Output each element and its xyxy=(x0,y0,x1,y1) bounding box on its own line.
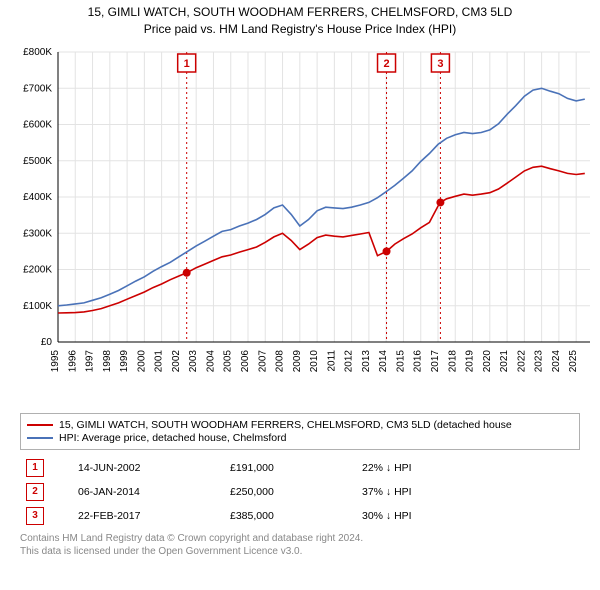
svg-text:1995: 1995 xyxy=(50,349,61,372)
svg-text:2020: 2020 xyxy=(482,349,493,372)
transaction-row: 2 06-JAN-2014£250,00037% ↓ HPI xyxy=(20,480,580,504)
title-block: 15, GIMLI WATCH, SOUTH WOODHAM FERRERS, … xyxy=(0,0,600,38)
transaction-delta: 37% ↓ HPI xyxy=(356,480,580,504)
svg-text:2005: 2005 xyxy=(223,349,234,372)
svg-text:2004: 2004 xyxy=(205,349,216,372)
svg-text:2021: 2021 xyxy=(499,349,510,372)
svg-text:£500K: £500K xyxy=(23,155,52,166)
svg-text:£700K: £700K xyxy=(23,83,52,94)
svg-text:£600K: £600K xyxy=(23,119,52,130)
svg-text:2018: 2018 xyxy=(447,349,458,372)
transaction-date: 06-JAN-2014 xyxy=(72,480,224,504)
svg-text:2003: 2003 xyxy=(188,349,199,372)
transaction-price: £191,000 xyxy=(224,456,356,480)
svg-text:2015: 2015 xyxy=(395,349,406,372)
svg-text:2006: 2006 xyxy=(240,349,251,372)
footer-line2: This data is licensed under the Open Gov… xyxy=(20,545,580,558)
marker-badge: 3 xyxy=(26,507,44,525)
svg-text:1: 1 xyxy=(184,58,190,70)
svg-text:2002: 2002 xyxy=(171,349,182,372)
legend-row: 15, GIMLI WATCH, SOUTH WOODHAM FERRERS, … xyxy=(27,419,573,431)
svg-text:£800K: £800K xyxy=(23,47,52,58)
svg-text:1999: 1999 xyxy=(119,349,130,372)
svg-text:2023: 2023 xyxy=(534,349,545,372)
transaction-delta: 30% ↓ HPI xyxy=(356,504,580,528)
transaction-row: 3 22-FEB-2017£385,00030% ↓ HPI xyxy=(20,504,580,528)
transaction-delta: 22% ↓ HPI xyxy=(356,456,580,480)
legend-row: HPI: Average price, detached house, Chel… xyxy=(27,432,573,444)
svg-text:£0: £0 xyxy=(41,337,53,348)
svg-text:£100K: £100K xyxy=(23,300,52,311)
legend-box: 15, GIMLI WATCH, SOUTH WOODHAM FERRERS, … xyxy=(20,413,580,450)
svg-text:2014: 2014 xyxy=(378,349,389,372)
svg-text:2009: 2009 xyxy=(292,349,303,372)
footer-line1: Contains HM Land Registry data © Crown c… xyxy=(20,532,580,545)
legend-label: 15, GIMLI WATCH, SOUTH WOODHAM FERRERS, … xyxy=(59,419,512,431)
footer-attribution: Contains HM Land Registry data © Crown c… xyxy=(20,532,580,558)
transaction-date: 14-JUN-2002 xyxy=(72,456,224,480)
title-line2: Price paid vs. HM Land Registry's House … xyxy=(0,21,600,38)
svg-text:2001: 2001 xyxy=(154,349,165,372)
svg-text:2007: 2007 xyxy=(257,349,268,372)
svg-text:2010: 2010 xyxy=(309,349,320,372)
transaction-price: £385,000 xyxy=(224,504,356,528)
svg-text:1997: 1997 xyxy=(85,349,96,372)
svg-text:2013: 2013 xyxy=(361,349,372,372)
svg-text:1998: 1998 xyxy=(102,349,113,372)
legend-swatch xyxy=(27,424,53,426)
legend-swatch xyxy=(27,437,53,439)
marker-badge: 2 xyxy=(26,483,44,501)
line-chart: £0 £100K £200K £300K £400K £500K £600K £700K £80… xyxy=(0,42,600,402)
marker-badge: 1 xyxy=(26,459,44,477)
svg-text:2011: 2011 xyxy=(326,349,337,371)
chart-area: £0 £100K £200K £300K £400K £500K £600K £700K £80… xyxy=(0,42,600,407)
svg-text:£300K: £300K xyxy=(23,228,52,239)
svg-text:2024: 2024 xyxy=(551,349,562,372)
figure-container: 15, GIMLI WATCH, SOUTH WOODHAM FERRERS, … xyxy=(0,0,600,590)
svg-text:£400K: £400K xyxy=(23,192,52,203)
legend-label: HPI: Average price, detached house, Chel… xyxy=(59,432,286,444)
svg-text:2025: 2025 xyxy=(568,349,579,372)
svg-text:2012: 2012 xyxy=(344,349,355,372)
svg-text:2008: 2008 xyxy=(275,349,286,372)
transaction-row: 1 14-JUN-2002£191,00022% ↓ HPI xyxy=(20,456,580,480)
svg-text:2022: 2022 xyxy=(516,349,527,372)
svg-text:1996: 1996 xyxy=(67,349,78,372)
svg-text:2017: 2017 xyxy=(430,349,441,372)
title-line1: 15, GIMLI WATCH, SOUTH WOODHAM FERRERS, … xyxy=(0,4,600,21)
svg-text:£200K: £200K xyxy=(23,264,52,275)
svg-text:2019: 2019 xyxy=(465,349,476,372)
svg-text:3: 3 xyxy=(437,58,443,70)
svg-text:2016: 2016 xyxy=(413,349,424,372)
svg-text:2000: 2000 xyxy=(136,349,147,372)
transactions-table: 1 14-JUN-2002£191,00022% ↓ HPI 2 06-JAN-201… xyxy=(20,456,580,528)
svg-text:2: 2 xyxy=(383,58,389,70)
transaction-date: 22-FEB-2017 xyxy=(72,504,224,528)
transaction-price: £250,000 xyxy=(224,480,356,504)
